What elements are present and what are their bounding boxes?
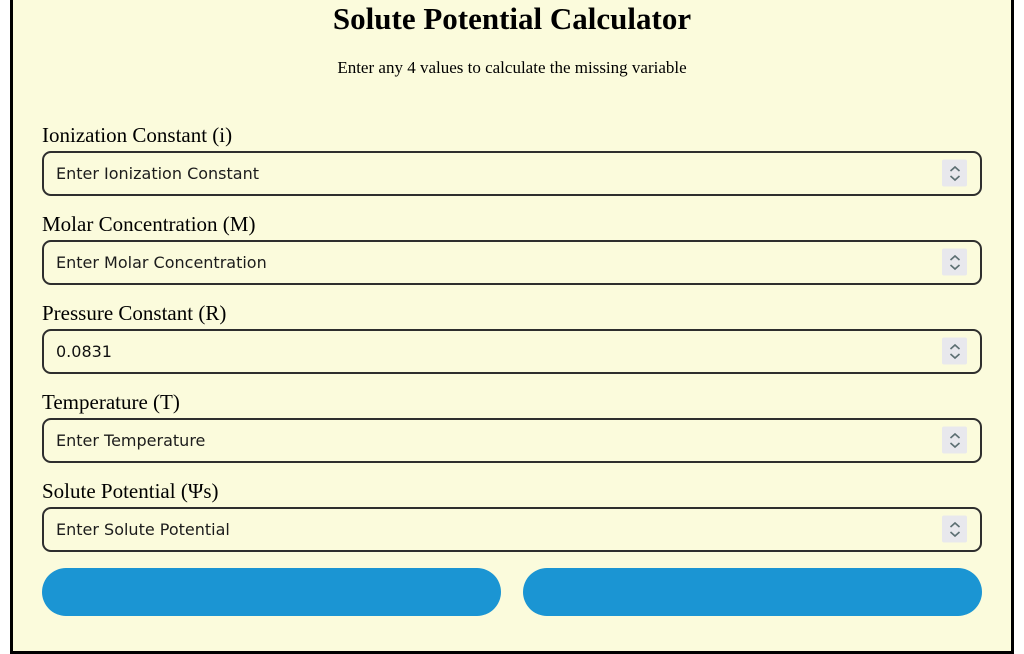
ionization-constant-input-wrap	[42, 150, 982, 196]
number-spinner[interactable]	[942, 515, 967, 543]
chevron-down-icon	[949, 263, 960, 270]
calculator-panel: Solute Potential Calculator Enter any 4 …	[10, 0, 1014, 654]
number-spinner[interactable]	[942, 159, 967, 187]
solute-potential-label: Solute Potential (Ψs)	[42, 478, 219, 503]
pressure-constant-label: Pressure Constant (R)	[42, 300, 227, 325]
chevron-up-icon	[949, 432, 960, 439]
solute-potential-input[interactable]	[42, 506, 982, 552]
number-spinner[interactable]	[942, 426, 967, 454]
page-title: Solute Potential Calculator	[332, 1, 692, 36]
chevron-down-icon	[949, 174, 960, 181]
pressure-constant-input[interactable]	[42, 328, 982, 374]
chevron-up-icon	[949, 521, 960, 528]
solute-potential-input-wrap	[42, 506, 982, 552]
chevron-up-icon	[949, 254, 960, 261]
field-group-solute-potential: Solute Potential (Ψs)	[42, 479, 982, 552]
chevron-down-icon	[949, 530, 960, 537]
pressure-constant-input-wrap	[42, 328, 982, 374]
field-group-ionization-constant: Ionization Constant (i)	[42, 123, 982, 196]
bottom-left-button[interactable]	[42, 567, 501, 616]
buttons-row	[42, 567, 982, 616]
ionization-constant-input[interactable]	[42, 150, 982, 196]
molar-concentration-input-wrap	[42, 239, 982, 285]
ionization-constant-label: Ionization Constant (i)	[42, 122, 233, 147]
chevron-up-icon	[949, 165, 960, 172]
number-spinner[interactable]	[942, 248, 967, 276]
page-subtitle: Enter any 4 values to calculate the miss…	[337, 57, 687, 77]
number-spinner[interactable]	[942, 337, 967, 365]
field-group-molar-concentration: Molar Concentration (M)	[42, 212, 982, 285]
temperature-input[interactable]	[42, 417, 982, 463]
chevron-down-icon	[949, 352, 960, 359]
chevron-down-icon	[949, 441, 960, 448]
molar-concentration-label: Molar Concentration (M)	[42, 211, 256, 236]
bottom-right-button[interactable]	[523, 567, 982, 616]
molar-concentration-input[interactable]	[42, 239, 982, 285]
calculator-form: Ionization Constant (i) Molar Concentrat…	[42, 123, 982, 616]
chevron-up-icon	[949, 343, 960, 350]
field-group-temperature: Temperature (T)	[42, 390, 982, 463]
field-group-pressure-constant: Pressure Constant (R)	[42, 301, 982, 374]
temperature-label: Temperature (T)	[42, 389, 180, 414]
temperature-input-wrap	[42, 417, 982, 463]
